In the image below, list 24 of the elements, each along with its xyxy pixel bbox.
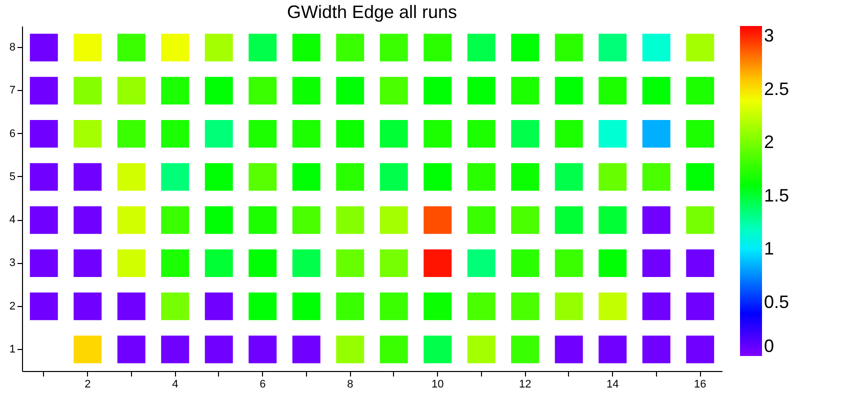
color-bar-label: 2 — [764, 132, 774, 152]
color-bar-label: 1.5 — [764, 185, 790, 206]
y-tick-label: 8 — [9, 42, 16, 54]
y-tick-label: 4 — [9, 214, 16, 226]
chart-title: GWidth Edge all runs — [286, 2, 458, 22]
y-tick-label: 7 — [9, 84, 16, 97]
x-tick-label: 8 — [347, 378, 354, 390]
y-tick-label: 3 — [9, 257, 16, 270]
x-tick-label: 16 — [694, 378, 706, 390]
x-tick-label: 4 — [172, 378, 178, 390]
color-bar-label: 0.5 — [764, 292, 790, 312]
y-tick-label: 1 — [9, 343, 16, 356]
color-bar-label: 0 — [764, 336, 774, 356]
y-tick-label: 6 — [9, 128, 16, 140]
x-tick-label: 2 — [84, 378, 91, 390]
x-tick-label: 6 — [260, 378, 266, 390]
color-bar-label: 2.5 — [764, 78, 790, 99]
y-tick-label: 2 — [9, 300, 16, 312]
x-tick-label: 14 — [606, 378, 619, 390]
y-tick-label: 5 — [9, 170, 16, 183]
color-bar-label: 3 — [764, 26, 774, 46]
color-bar-label: 1 — [764, 238, 774, 259]
x-tick-label: 12 — [519, 378, 532, 390]
x-tick-label: 10 — [432, 378, 444, 390]
